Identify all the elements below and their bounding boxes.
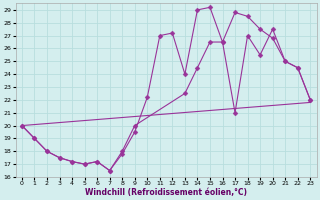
X-axis label: Windchill (Refroidissement éolien,°C): Windchill (Refroidissement éolien,°C): [85, 188, 247, 197]
